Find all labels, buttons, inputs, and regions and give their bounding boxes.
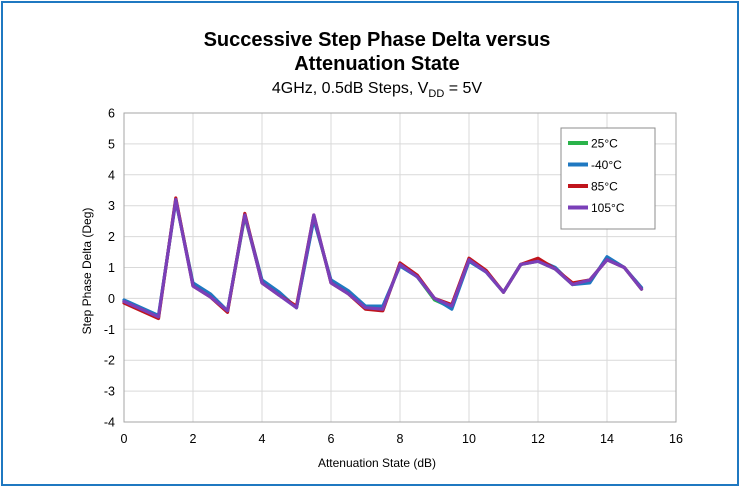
y-tick-label: 1 [108,261,115,275]
subtitle-subscript: DD [428,88,444,100]
x-axis-ticks: 0 2 4 6 8 10 12 14 16 [121,432,683,446]
x-tick-label: 16 [669,432,683,446]
chart-title-line2: Attenuation State [294,53,460,75]
legend-label: 85°C [591,180,618,194]
y-tick-label: 0 [108,292,115,306]
y-tick-label: -2 [104,354,115,368]
y-tick-label: -3 [104,385,115,399]
x-tick-label: 6 [328,432,335,446]
y-tick-label: 3 [108,199,115,213]
x-tick-label: 4 [259,432,266,446]
y-axis-title: Step Phase Delta (Deg) [80,208,94,335]
y-tick-label: 4 [108,168,115,182]
y-tick-label: 2 [108,230,115,244]
chart-title-line1: Successive Step Phase Delta versus [204,29,551,51]
y-tick-label: 5 [108,137,115,151]
legend-label: 25°C [591,137,618,151]
y-tick-label: -1 [104,323,115,337]
subtitle-suffix: = 5V [444,80,482,97]
y-tick-label: -4 [104,416,115,430]
legend-label: 105°C [591,201,625,215]
series-line-3 [122,197,644,319]
subtitle-prefix: 4GHz, 0.5dB Steps, V [272,80,429,97]
legend: 25°C -40°C 85°C 105°C [560,127,656,230]
legend-label: -40°C [591,158,622,172]
x-tick-label: 8 [397,432,404,446]
x-tick-label: 2 [190,432,197,446]
line-chart: Successive Step Phase Delta versus Atten… [80,29,683,470]
y-tick-label: 6 [108,107,115,121]
plot-area-border [123,112,677,423]
series-lines [122,196,644,321]
x-tick-label: 10 [462,432,476,446]
chart-subtitle: 4GHz, 0.5dB Steps, VDD = 5V [272,80,483,100]
x-axis-title: Attenuation State (dB) [318,456,436,470]
y-axis-ticks: 6 5 4 3 2 1 0 -1 -2 -3 -4 [104,107,115,430]
x-tick-label: 12 [531,432,545,446]
x-tick-label: 0 [121,432,128,446]
x-tick-label: 14 [600,432,614,446]
